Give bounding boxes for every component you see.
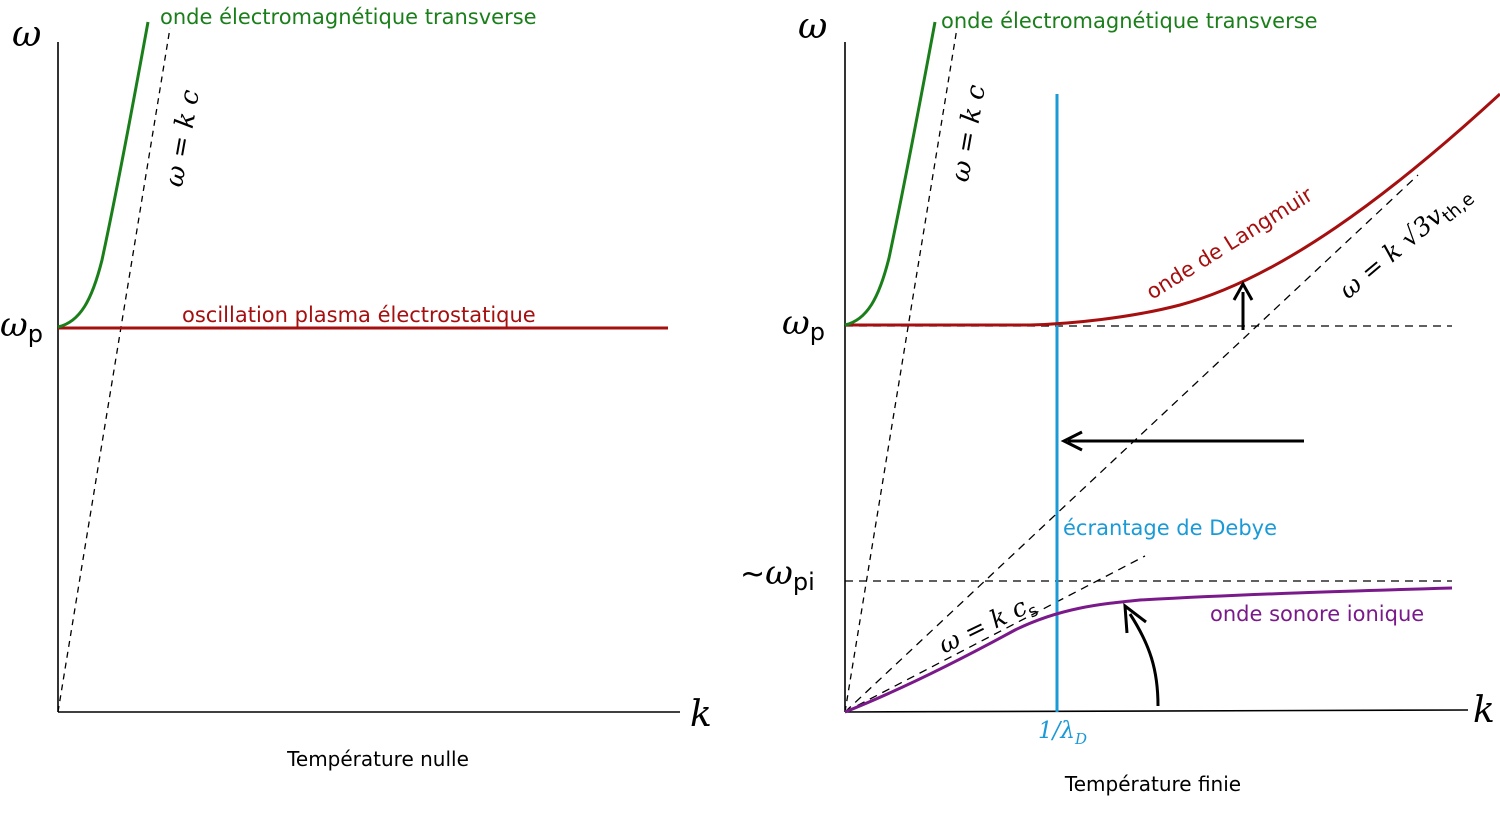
left-panel: ω k ωp onde électromagnétique transverse… xyxy=(0,5,712,771)
left-light-line xyxy=(57,27,171,713)
debye-label: écrantage de Debye xyxy=(1063,516,1277,540)
debye-arrow xyxy=(1060,430,1304,452)
right-light-line-label: ω = k c xyxy=(945,82,992,184)
right-em-wave-curve xyxy=(844,21,937,327)
right-panel: ω k ωp ~ωpi onde électromagnétique trans… xyxy=(740,6,1500,796)
left-omega-axis-label: ω xyxy=(12,14,41,55)
debye-tick-label: 1/λD xyxy=(1038,718,1087,748)
thermal-velocity-line xyxy=(844,174,1419,713)
right-caption: Température finie xyxy=(1064,772,1241,796)
left-caption: Température nulle xyxy=(286,747,469,771)
omega-pi-label: ~ωpi xyxy=(740,553,815,596)
left-light-line-label: ω = k c xyxy=(159,87,206,189)
left-k-axis-label: k xyxy=(690,694,712,735)
left-em-wave-curve xyxy=(57,21,150,329)
right-omega-p-label: ωp xyxy=(782,303,825,346)
right-omega-axis-label: ω xyxy=(798,6,827,47)
right-k-axis xyxy=(844,709,1469,713)
right-light-line xyxy=(844,27,958,713)
ion-sound-arrow xyxy=(1123,602,1160,707)
ion-sound-wave-curve xyxy=(844,586,1453,714)
ion-sound-label: onde sonore ionique xyxy=(1210,602,1424,626)
right-k-axis-label: k xyxy=(1473,690,1495,731)
left-omega-p-label: ωp xyxy=(0,305,43,348)
langmuir-wave-curve xyxy=(845,92,1500,327)
left-em-wave-label: onde électromagnétique transverse xyxy=(160,5,537,29)
right-em-wave-label: onde électromagnétique transverse xyxy=(941,9,1318,33)
langmuir-arrow xyxy=(1232,280,1254,330)
sound-speed-line xyxy=(844,555,1146,713)
thermal-line-label: ω = k √3vth,e xyxy=(1333,179,1479,309)
left-plasma-label: oscillation plasma électrostatique xyxy=(182,303,536,327)
